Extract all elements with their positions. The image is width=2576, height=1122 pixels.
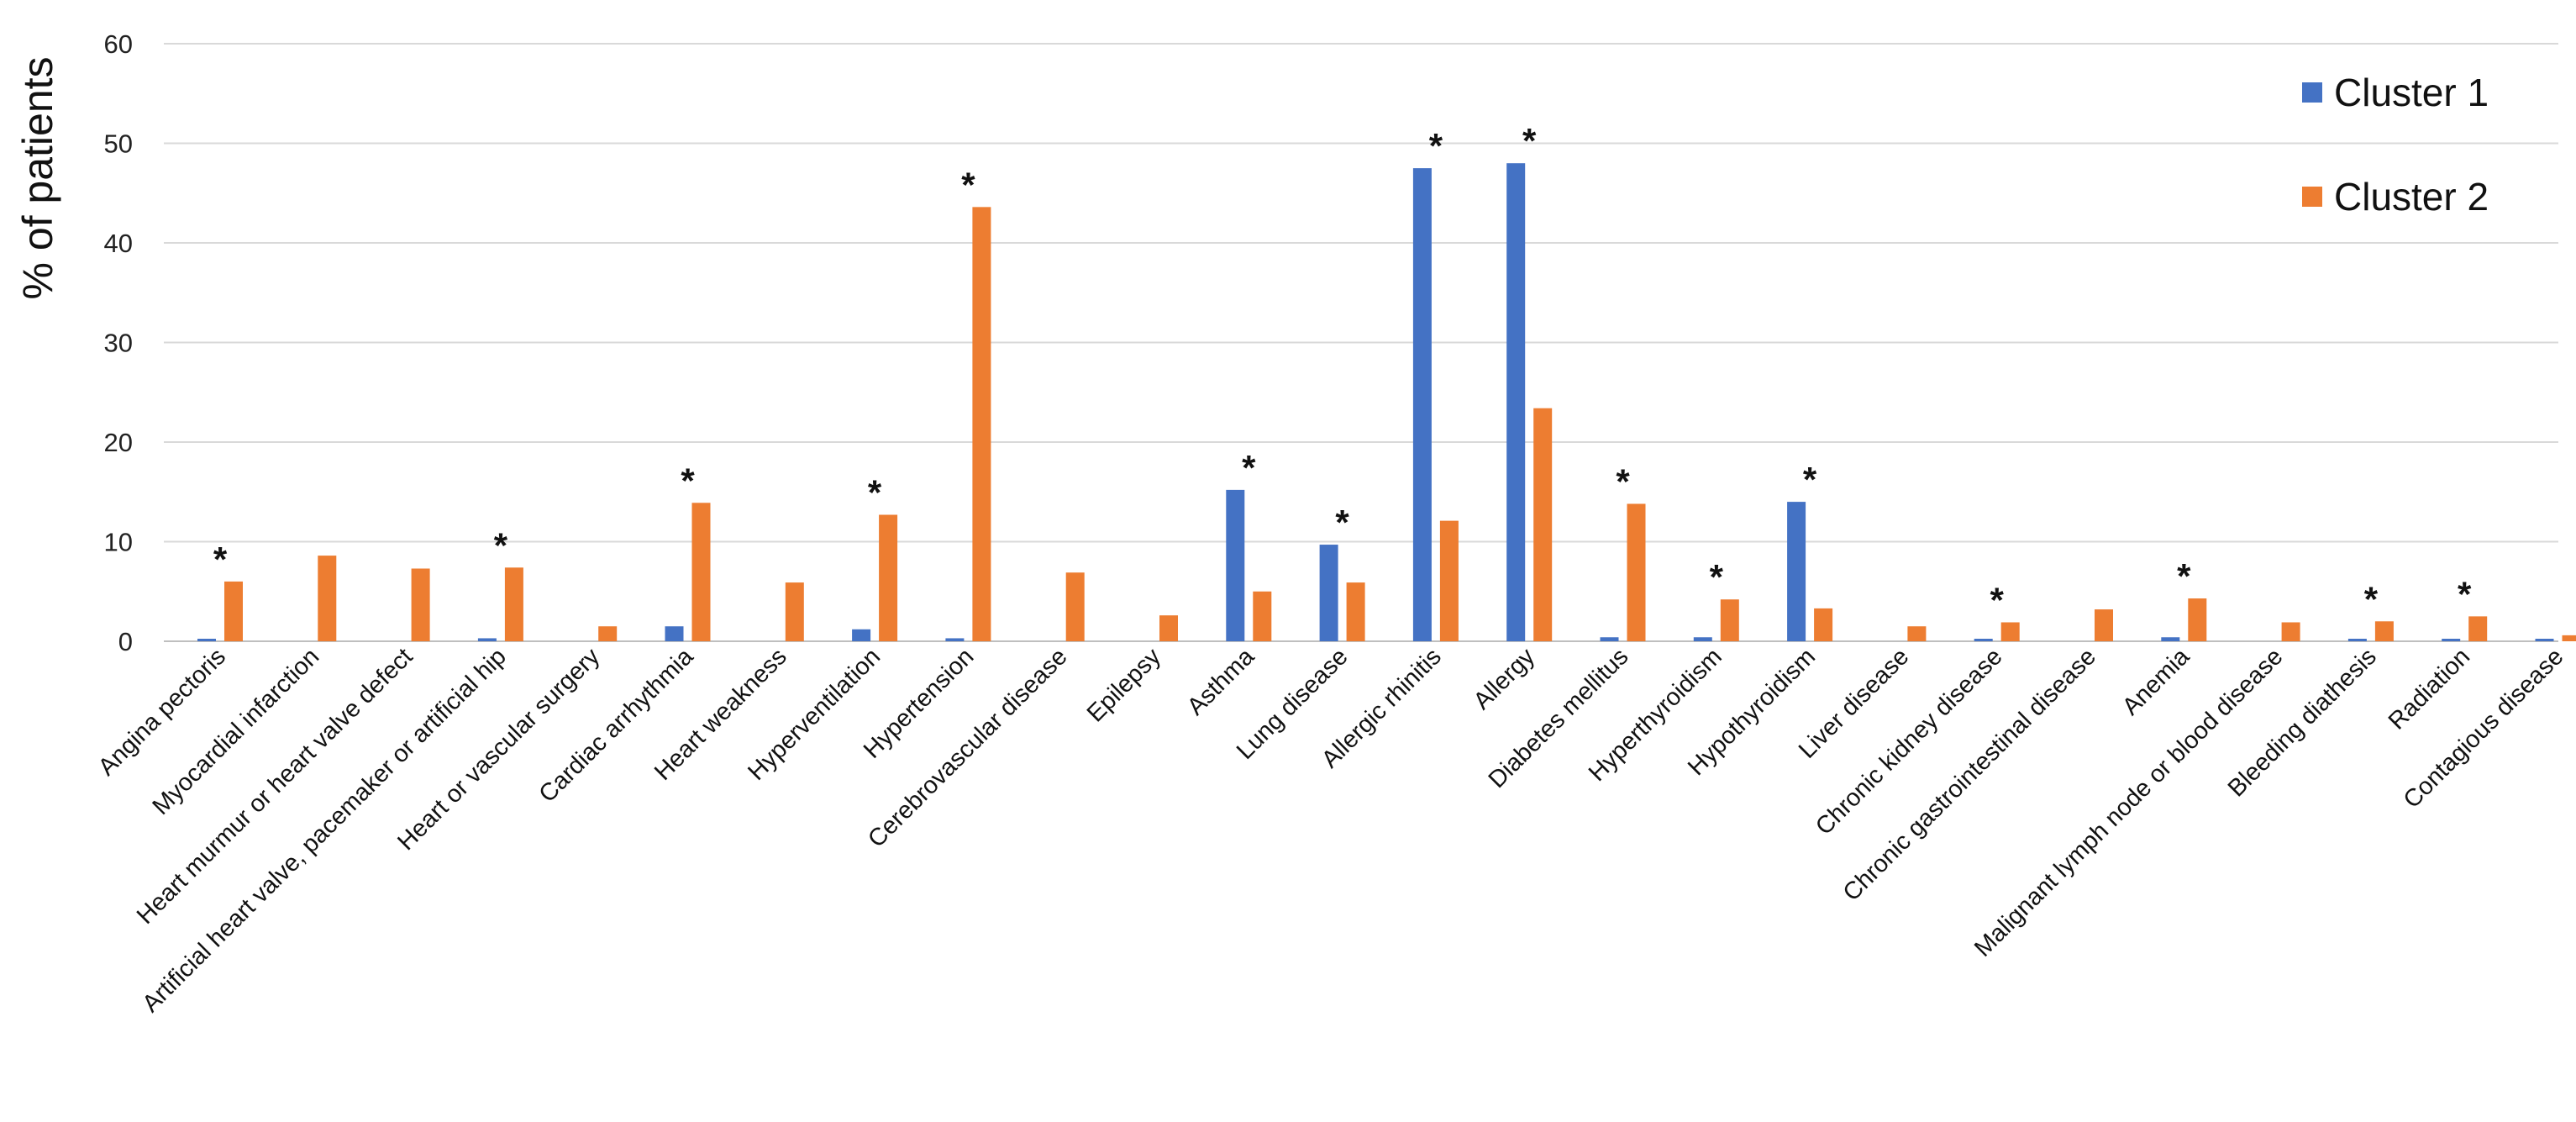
x-tick-label: Myocardial infarction <box>148 643 325 820</box>
significance-marker: * <box>2177 556 2191 596</box>
bar-cluster-1 <box>2535 639 2554 641</box>
bar-cluster-1 <box>1600 637 1619 641</box>
significance-marker: * <box>868 473 882 513</box>
bar-cluster-1 <box>1787 502 1806 641</box>
significance-marker: * <box>681 461 695 500</box>
significance-marker: * <box>2458 574 2472 614</box>
x-tick-label: Asthma <box>1182 643 1260 721</box>
significance-marker: * <box>1616 461 1630 501</box>
y-tick-label: 30 <box>104 329 133 358</box>
bar-cluster-2 <box>1720 599 1739 641</box>
x-tick-label: Cerebrovascular disease <box>863 643 1072 852</box>
bar-cluster-2 <box>2468 616 2488 641</box>
y-axis-ticks: 0 10 20 30 40 50 60 <box>104 29 133 656</box>
y-tick-label: 60 <box>104 29 133 59</box>
significance-marker: * <box>213 540 228 579</box>
bar-cluster-2 <box>1439 520 1459 641</box>
bar-cluster-1 <box>2442 639 2461 641</box>
bar-cluster-1 <box>665 626 684 641</box>
bar-cluster-2 <box>224 581 243 641</box>
x-tick-label: Contagious disease <box>2399 643 2569 814</box>
significance-marker: * <box>1803 460 1817 499</box>
significance-marker: * <box>1522 121 1537 161</box>
legend-swatch-cluster-1 <box>2302 82 2322 103</box>
bar-cluster-2 <box>1907 626 1927 641</box>
y-tick-label: 20 <box>104 428 133 457</box>
bar-cluster-1 <box>1506 163 1526 641</box>
significance-marker: * <box>1335 503 1349 542</box>
bar-cluster-2 <box>318 556 337 641</box>
bar-cluster-2 <box>1159 615 1178 641</box>
bar-cluster-1 <box>852 629 871 641</box>
bar-cluster-1 <box>1693 637 1712 641</box>
bars <box>197 163 2576 642</box>
significance-marker: * <box>1990 580 2005 619</box>
x-tick-label: Radiation <box>2384 643 2475 735</box>
significance-marker: * <box>1242 448 1256 487</box>
legend: Cluster 1 Cluster 2 <box>2302 71 2489 219</box>
bar-cluster-2 <box>504 567 523 641</box>
y-tick-label: 40 <box>104 229 133 258</box>
significance-markers: * * * * * * * * * * * * * * * * <box>213 121 2472 619</box>
y-tick-label: 10 <box>104 528 133 557</box>
bar-cluster-1 <box>477 638 497 641</box>
legend-label-cluster-1: Cluster 1 <box>2334 71 2489 114</box>
significance-marker: * <box>961 165 975 204</box>
bar-cluster-2 <box>2281 622 2300 641</box>
bar-cluster-1 <box>2161 637 2180 641</box>
significance-marker: * <box>1710 557 1724 597</box>
x-tick-label: Epilepsy <box>1082 643 1166 727</box>
bar-cluster-1 <box>945 638 965 641</box>
x-tick-label: Anemia <box>2117 643 2195 721</box>
gridlines <box>164 43 2558 642</box>
bar-cluster-1 <box>2347 639 2367 641</box>
x-tick-label: Allergy <box>1469 643 1541 715</box>
bar-cluster-2 <box>2000 622 2020 641</box>
bar-cluster-2 <box>1533 408 1553 641</box>
bar-cluster-2 <box>785 582 804 641</box>
bar-cluster-2 <box>1253 591 1272 641</box>
significance-marker: * <box>1429 126 1443 166</box>
y-tick-label: 0 <box>118 627 133 656</box>
bar-cluster-1 <box>1412 168 1432 641</box>
legend-swatch-cluster-2 <box>2302 187 2322 207</box>
bar-cluster-1 <box>1974 639 1993 641</box>
bar-cluster-1 <box>197 639 216 641</box>
legend-label-cluster-2: Cluster 2 <box>2334 175 2489 219</box>
x-tick-label: Cardiac arrhythmia <box>534 643 699 808</box>
bar-cluster-2 <box>2374 621 2394 641</box>
y-tick-label: 50 <box>104 129 133 159</box>
bar-cluster-2 <box>1346 582 1365 641</box>
bar-cluster-2 <box>2562 635 2576 641</box>
bar-cluster-2 <box>2095 609 2113 641</box>
bar-cluster-2 <box>598 626 618 641</box>
y-axis-label: % of patients <box>14 56 61 299</box>
bar-cluster-2 <box>1065 572 1085 641</box>
significance-marker: * <box>2364 579 2379 619</box>
x-tick-label: Chronic kidney disease <box>1811 643 2008 840</box>
bar-cluster-2 <box>2188 598 2207 641</box>
significance-marker: * <box>494 525 508 565</box>
bar-cluster-2 <box>1627 503 1646 641</box>
bar-cluster-2 <box>1814 608 1833 641</box>
bar-cluster-2 <box>972 207 991 642</box>
bar-cluster-2 <box>691 503 711 641</box>
bar-cluster-1 <box>1226 489 1245 641</box>
bar-cluster-2 <box>879 514 898 641</box>
bar-cluster-1 <box>1319 545 1338 641</box>
bar-cluster-2 <box>411 568 430 641</box>
